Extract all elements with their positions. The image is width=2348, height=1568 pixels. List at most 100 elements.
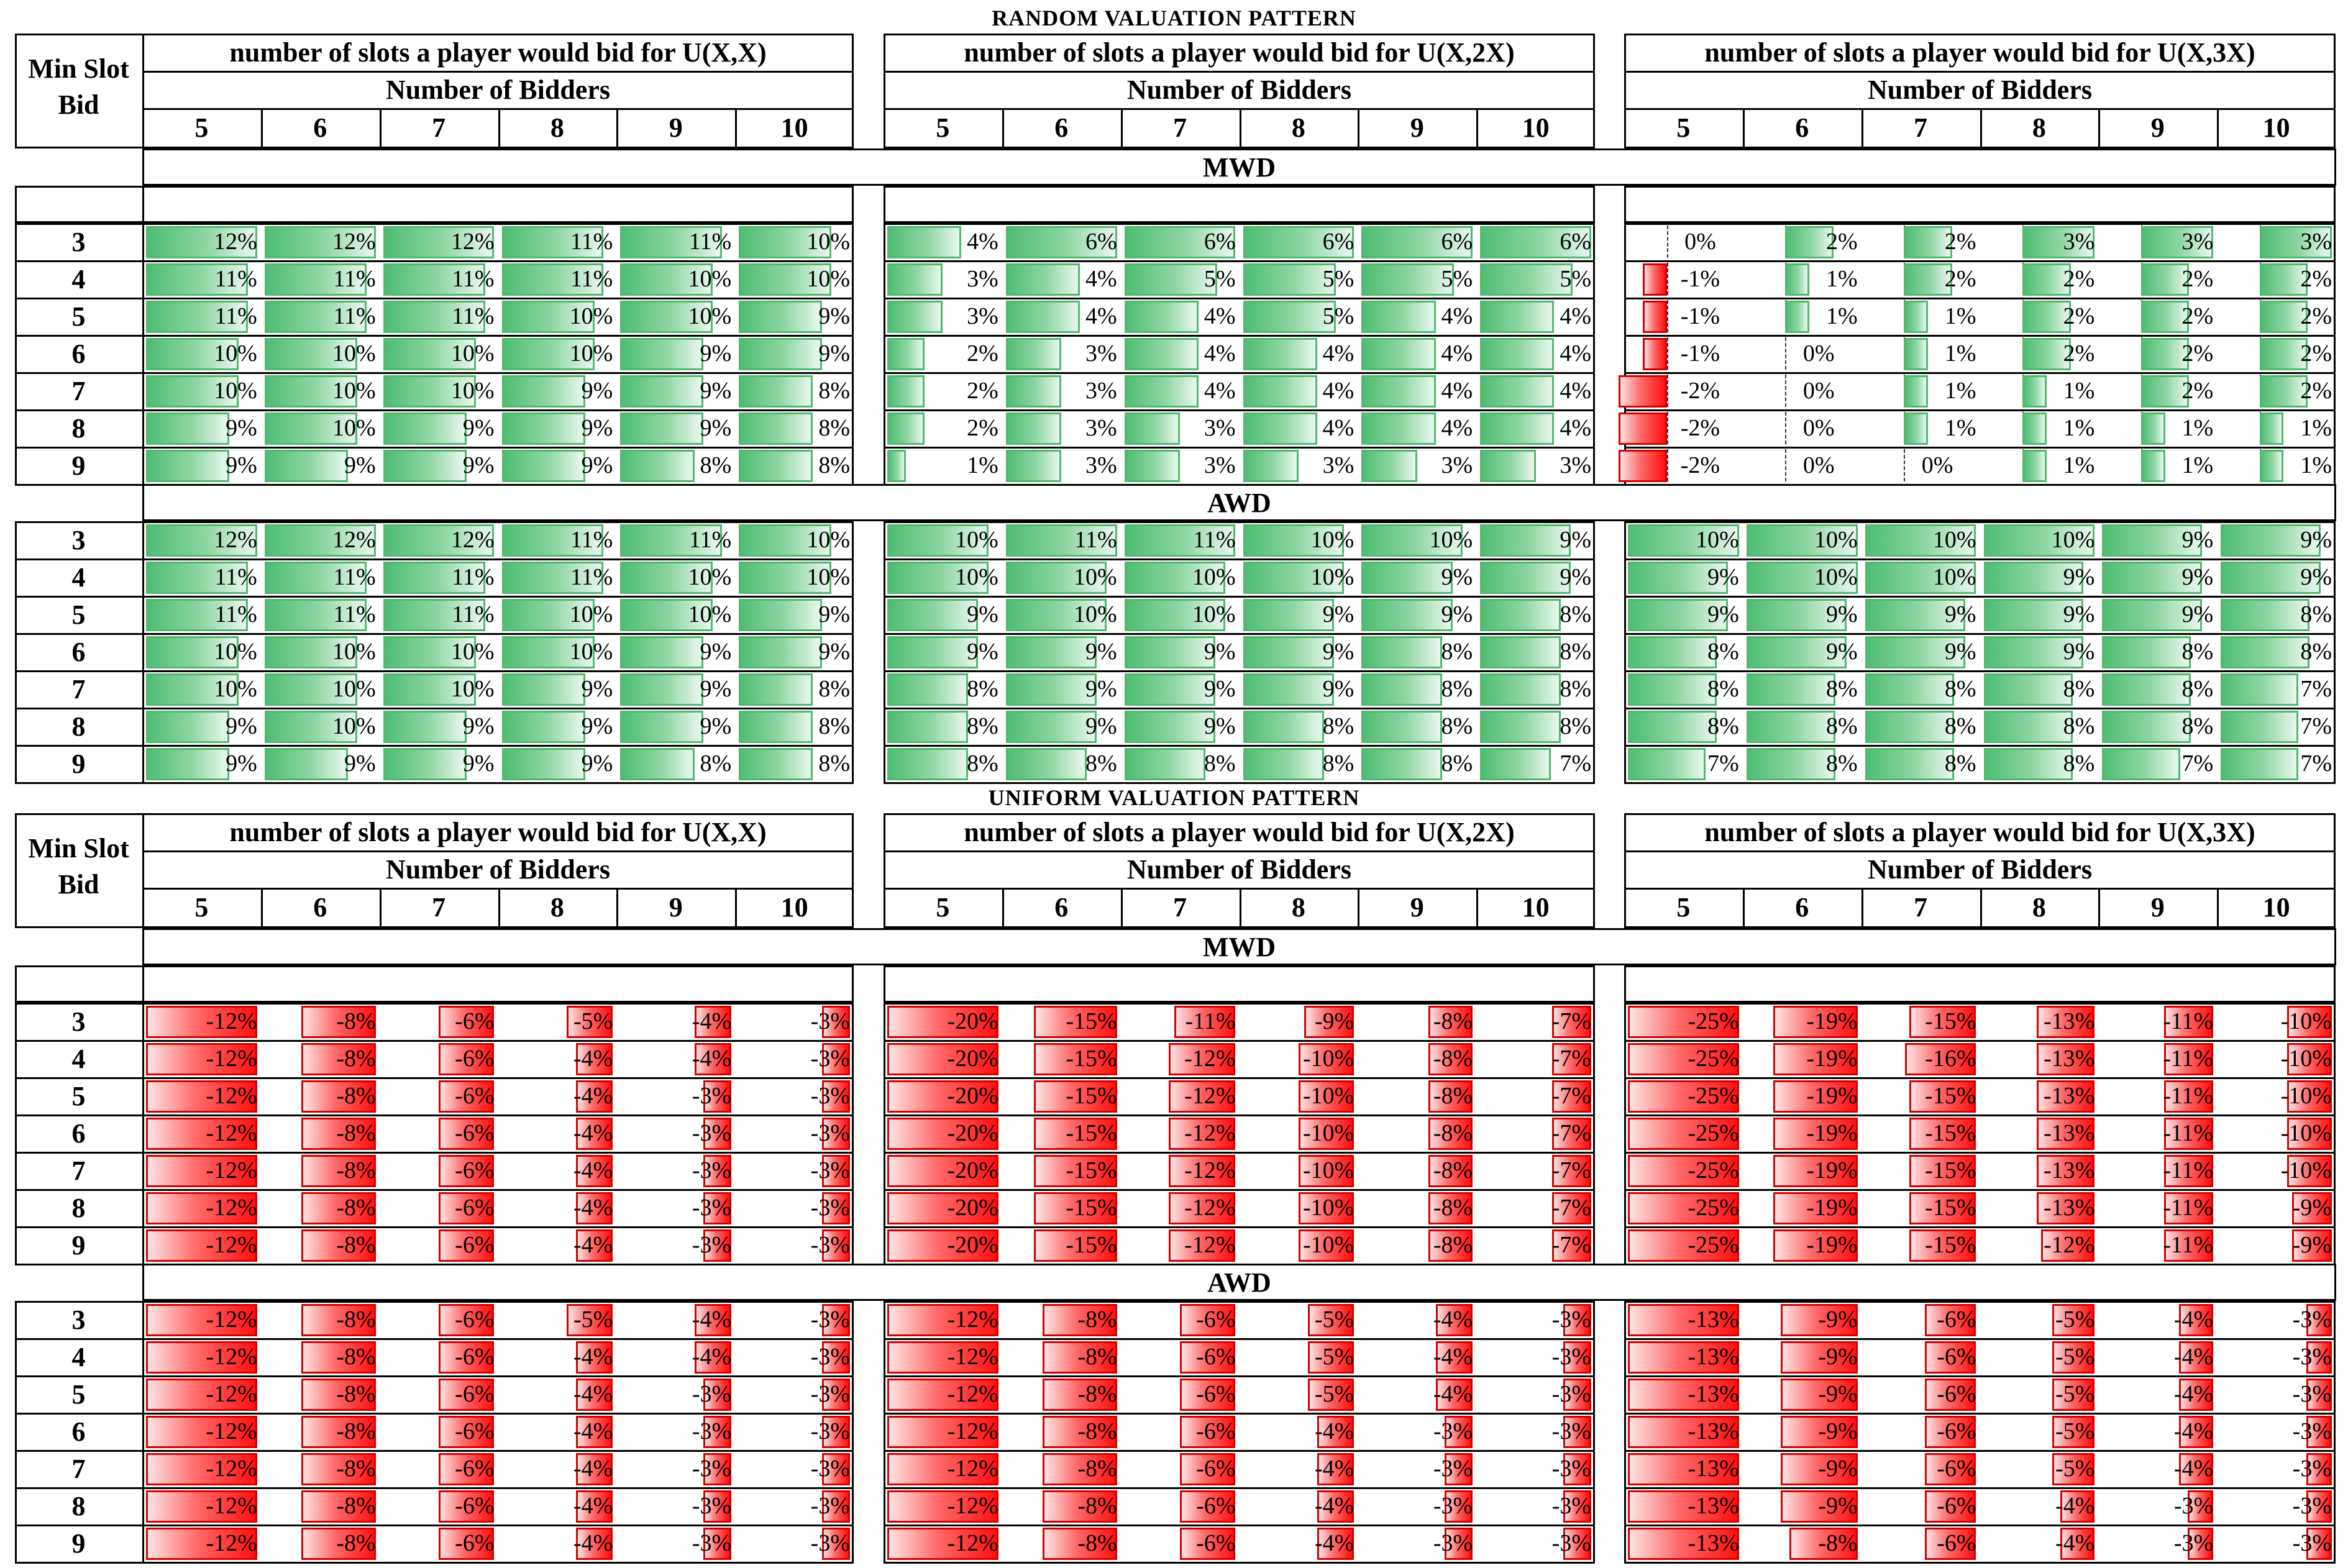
uniform-group-1-colsep-5 (735, 888, 738, 927)
random-mwd-g3-r4-c5-value: -1% (1680, 266, 1720, 292)
random-group-3-colsep-5 (2217, 108, 2219, 147)
random-awd-g2-r9-c7-bar (1124, 748, 1205, 780)
uniform-mwd-g1-r9-c7-bar (439, 1229, 495, 1262)
random-mwd-g1-r5-c7-bar (383, 301, 485, 333)
uniform-mwd-row-sep-2 (15, 1077, 144, 1079)
random-mwd-g1-r8-c8-bar (501, 413, 585, 445)
random-mwd-g1-r8-c6-value: 10% (332, 415, 376, 441)
random-awd-g2-r5-c10-value: 8% (1560, 601, 1591, 627)
uniform-awd-g3-r3-c6-value: -9% (1818, 1306, 1858, 1333)
random-awd-g2-r4-c5-bar (887, 562, 989, 594)
random-mwd-blank-g3 (1624, 186, 2336, 223)
random-awd-g1-r9-c6-value: 9% (344, 750, 376, 777)
random-awd-g1-r7-c5-value: 10% (214, 676, 257, 702)
random-mwd-group-2-rowline-1 (884, 260, 1595, 262)
uniform-awd-g3-r3-c6-bar (1780, 1304, 1858, 1336)
random-group-2-bidders-8: 8 (1291, 112, 1305, 143)
uniform-mwd-g2-r9-c6-value: -15% (1066, 1232, 1117, 1258)
random-awd-g3-r3-c6-bar (1746, 524, 1858, 557)
random-mwd-g3-r7-c6-value: 0% (1802, 378, 1835, 404)
random-mwd-g1-r5-c8-value: 10% (569, 303, 613, 329)
random-group-2-bidders-7: 7 (1173, 112, 1187, 143)
uniform-mwd-g1-r3-c9-bar (694, 1006, 732, 1038)
random-mwd-g1-r3-c10-bar (739, 226, 832, 258)
uniform-mwd-g3-r6-c9-bar (2164, 1118, 2214, 1150)
uniform-group-2-bidders-10: 10 (1522, 892, 1550, 923)
uniform-awd-g3-r8-c7-value: -6% (1937, 1493, 1976, 1519)
random-mwd-g3-r4-c5-bar (1642, 263, 1667, 296)
uniform-awd-g2-r4-c9-bar (1435, 1341, 1473, 1374)
uniform-awd-group-3-rowline-4 (1624, 1450, 2336, 1452)
uniform-awd-g2-r5-c9-value: -4% (1433, 1381, 1473, 1407)
random-awd-group-3-data-box (1624, 521, 2336, 784)
uniform-mwd-g2-r7-c8-bar (1298, 1155, 1354, 1187)
random-awd-g3-r8-c10-bar (2221, 711, 2299, 743)
random-group-2-bidders-9: 9 (1410, 112, 1424, 143)
random-mwd-row-sep-3 (15, 335, 144, 337)
uniform-group-1-colsep-4 (616, 888, 619, 927)
uniform-mwd-g3-r4-c9-bar (2164, 1043, 2214, 1075)
random-awd-g3-r9-c9-value: 7% (2181, 750, 2214, 777)
random-awd-g2-r3-c9-value: 10% (1429, 527, 1473, 553)
uniform-group-1-bidders-7: 7 (432, 892, 446, 923)
random-awd-g3-r7-c5-value: 8% (1707, 676, 1739, 702)
uniform-mwd-group-3-rowline-3 (1624, 1114, 2336, 1116)
random-group-1-colsep-4 (616, 108, 619, 147)
uniform-mwd-g3-r3-c8-bar (2037, 1006, 2095, 1038)
uniform-awd-g1-r4-c10-bar (822, 1341, 850, 1374)
random-awd-g2-r8-c7-bar (1124, 711, 1215, 743)
random-mwd-g2-r9-c10-bar (1480, 450, 1536, 482)
random-mwd-g3-r7-c8-value: 1% (2063, 378, 2095, 404)
uniform-group-2-bidders-6: 6 (1054, 892, 1069, 923)
random-awd-g2-r8-c8-bar (1243, 711, 1324, 743)
random-mwd-g3-r9-c8-value: 1% (2063, 452, 2095, 478)
random-awd-g3-r4-c9-value: 9% (2181, 564, 2214, 590)
random-awd-g2-r6-c7-bar (1124, 636, 1215, 668)
random-awd-g3-r3-c6-value: 10% (1814, 527, 1858, 553)
uniform-mwd-g1-r4-c10-bar (822, 1043, 850, 1075)
random-mwd-g2-r7-c5-bar (887, 375, 925, 408)
uniform-awd-group-1-rowline-4 (142, 1450, 854, 1452)
random-mwd-g1-r8-c9-bar (620, 413, 704, 445)
random-mwd-g2-r9-c8-bar (1243, 450, 1299, 482)
random-mwd-g2-r5-c5-value: 3% (967, 303, 998, 329)
random-awd-g3-r7-c10-bar (2221, 673, 2299, 706)
uniform-group-1-colsep-3 (498, 888, 500, 927)
random-awd-g1-r7-c10-bar (739, 673, 813, 706)
uniform-mwd-g1-r3-c7-bar (439, 1006, 495, 1038)
random-awd-g3-r7-c9-value: 8% (2181, 676, 2214, 702)
uniform-awd-row-sep-4 (15, 1450, 144, 1452)
uniform-awd-g2-r8-c10-bar (1563, 1490, 1591, 1523)
random-awd-g1-r4-c10-bar (739, 562, 832, 594)
uniform-group-3-bidders-5: 5 (1676, 892, 1691, 923)
random-awd-g3-r3-c9-value: 9% (2181, 527, 2214, 553)
uniform-mwd-g1-r7-c7-bar (439, 1155, 495, 1187)
uniform-mwd-g1-r7-c10-value: -3% (810, 1157, 850, 1183)
uniform-awd-g3-r6-c7-bar (1924, 1416, 1976, 1448)
random-awd-g3-r4-c6-bar (1746, 562, 1858, 594)
uniform-awd-g3-r5-c7-bar (1924, 1379, 1976, 1411)
uniform-awd-g2-r4-c8-bar (1307, 1341, 1354, 1374)
random-mwd-g3-r7-c7-value: 1% (1944, 378, 1976, 404)
random-mwd-g2-r9-c9-bar (1361, 450, 1417, 482)
uniform-awd-g3-r8-c8-value: -4% (2055, 1493, 2095, 1519)
random-mwd-g3-r9-c6-value: 0% (1802, 452, 1835, 478)
uniform-awd-g2-r8-c7-value: -6% (1196, 1493, 1236, 1519)
random-awd-g1-r6-c10-value: 9% (818, 639, 850, 665)
random-mwd-g1-r9-c10-bar (739, 450, 813, 482)
random-mwd-g1-r5-c6-value: 11% (333, 303, 376, 329)
uniform-awd-g3-r9-c9-value: -3% (2173, 1530, 2214, 1556)
random-mwd-g3-r8-c5-zero-axis (1666, 412, 1668, 444)
uniform-awd-g2-r5-c6-value: -8% (1077, 1381, 1117, 1407)
uniform-awd-g3-r5-c8-bar (2052, 1379, 2095, 1411)
uniform-awd-g3-r6-c8-value: -5% (2055, 1418, 2095, 1444)
uniform-group-1-title: number of slots a player would bid for U… (229, 816, 767, 847)
uniform-awd-g1-r4-c8-value: -4% (573, 1344, 613, 1370)
uniform-mwd-group-1-rowline-4 (142, 1152, 854, 1154)
random-mwd-g1-r6-c10-value: 9% (818, 340, 850, 367)
uniform-mwd-g3-r6-c6-bar (1773, 1118, 1858, 1150)
uniform-group-2-number-of-bidders: Number of Bidders (1127, 854, 1351, 885)
uniform-mwd-g2-r5-c8-value: -10% (1303, 1083, 1354, 1109)
random-group-2-sep1 (884, 71, 1595, 73)
random-awd-group-2-rowline-2 (884, 596, 1595, 598)
